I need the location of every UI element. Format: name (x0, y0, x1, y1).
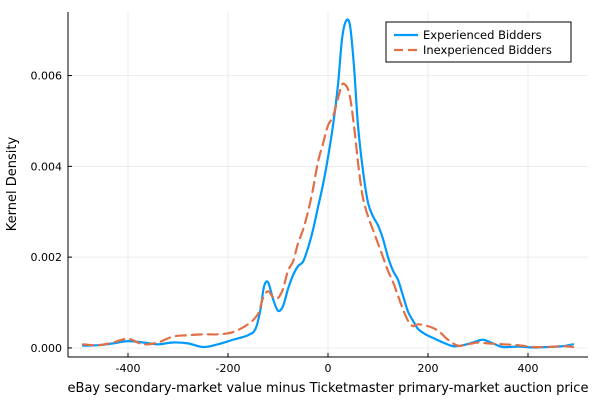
series-line-inexperienced (81, 82, 575, 349)
axes (67, 12, 588, 358)
y-tick-label: 0.004 (31, 160, 63, 173)
y-tick-label: 0.006 (31, 70, 63, 83)
x-tick-label: 200 (418, 362, 439, 375)
legend-box (385, 21, 572, 63)
y-tick-label: 0.000 (31, 342, 63, 355)
legend-label-inexperienced: Inexperienced Bidders (423, 43, 552, 57)
x-tick-label: -200 (216, 362, 241, 375)
grid (68, 12, 588, 357)
legend-label-experienced: Experienced Bidders (423, 28, 542, 42)
x-axis-label: eBay secondary-market value minus Ticket… (68, 381, 589, 396)
y-tick-label: 0.002 (31, 251, 63, 264)
tick-labels: -400 -200 0 200 400 0.000 0.002 0.004 0.006 (31, 70, 539, 375)
legend: Experienced Bidders Inexperienced Bidder… (385, 21, 572, 63)
x-tick-label: -400 (116, 362, 141, 375)
series-lines (81, 18, 575, 349)
x-tick-label: 400 (518, 362, 539, 375)
x-tick-label: 0 (325, 362, 332, 375)
y-axis-label: Kernel Density (5, 137, 20, 232)
series-line-experienced (81, 18, 575, 349)
